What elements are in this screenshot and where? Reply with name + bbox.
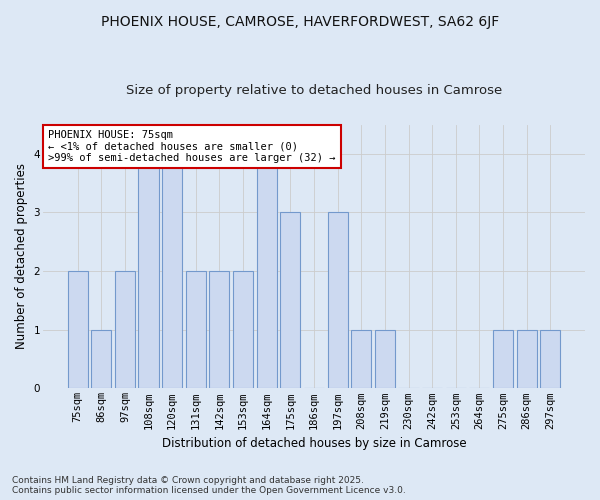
Bar [162,154,182,388]
X-axis label: Distribution of detached houses by size in Camrose: Distribution of detached houses by size … [161,437,466,450]
Title: Size of property relative to detached houses in Camrose: Size of property relative to detached ho… [126,84,502,97]
Bar [115,271,135,388]
Bar [517,330,537,388]
Bar [493,330,513,388]
Text: Contains HM Land Registry data © Crown copyright and database right 2025.
Contai: Contains HM Land Registry data © Crown c… [12,476,406,495]
Bar [540,330,560,388]
Text: PHOENIX HOUSE: 75sqm
← <1% of detached houses are smaller (0)
>99% of semi-detac: PHOENIX HOUSE: 75sqm ← <1% of detached h… [49,130,336,163]
Text: PHOENIX HOUSE, CAMROSE, HAVERFORDWEST, SA62 6JF: PHOENIX HOUSE, CAMROSE, HAVERFORDWEST, S… [101,15,499,29]
Bar [186,271,206,388]
Bar [328,212,347,388]
Bar [257,154,277,388]
Bar [351,330,371,388]
Bar [91,330,112,388]
Y-axis label: Number of detached properties: Number of detached properties [15,164,28,350]
Bar [233,271,253,388]
Bar [209,271,229,388]
Bar [375,330,395,388]
Bar [139,154,158,388]
Bar [68,271,88,388]
Bar [280,212,301,388]
